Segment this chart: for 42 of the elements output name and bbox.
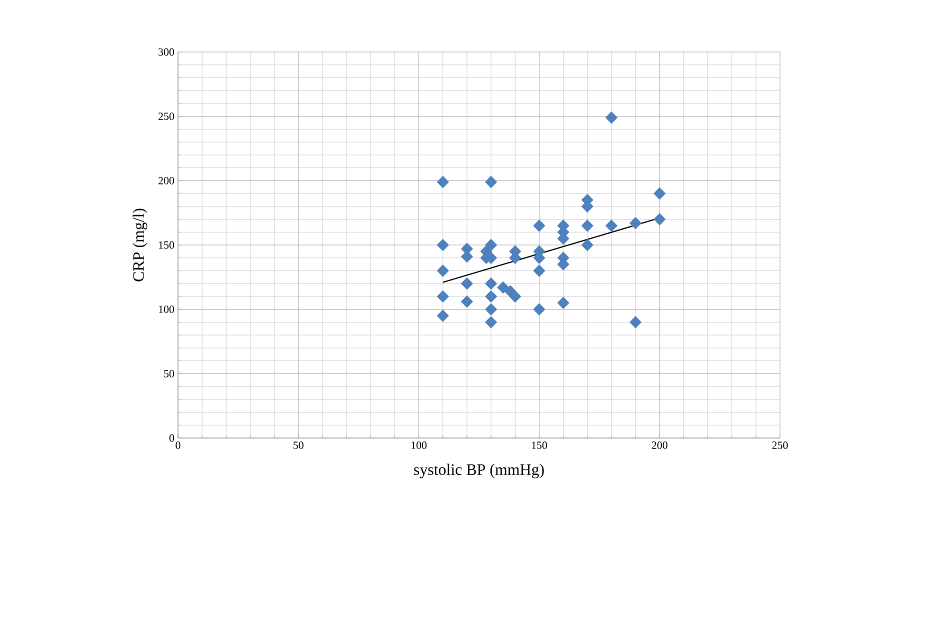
point [557,296,570,310]
x-tick-label: 100 [412,442,427,449]
point [581,219,594,232]
point [484,277,498,290]
point [484,303,498,316]
point [436,290,449,303]
x-tick-label: 250 [772,442,788,449]
point [533,264,546,277]
x-tick-label: 150 [532,442,548,449]
point [654,213,666,226]
x-tick-label: 200 [652,442,668,449]
point [436,176,449,188]
y-tick-label: 250 [158,112,174,120]
point [629,216,642,230]
y-tick-label: 300 [158,48,174,56]
point [654,187,666,200]
x-axis-title: systolic BP (mmHg) [414,464,544,478]
point [484,290,498,303]
point [497,281,510,294]
point [484,176,498,188]
y-tick-label: 200 [158,176,174,184]
point [436,238,449,252]
x-tick-label: 0 [176,442,180,449]
point [605,219,618,232]
point [581,238,594,252]
y-tick-label: 100 [159,306,174,314]
y-tick-label: 150 [159,241,174,249]
point [605,111,618,124]
y-axis-title: CRP (mg/l) [132,208,148,282]
point [436,264,449,277]
point [533,219,546,232]
y-tick-label: 50 [164,370,174,378]
point [460,277,474,290]
point [484,316,498,328]
x-tick-label: 50 [294,442,304,449]
point [484,238,498,252]
point [629,316,642,328]
point [509,290,522,303]
y-tick-label: 0 [169,434,174,442]
point [460,295,474,308]
point [436,310,449,322]
point [533,303,546,316]
